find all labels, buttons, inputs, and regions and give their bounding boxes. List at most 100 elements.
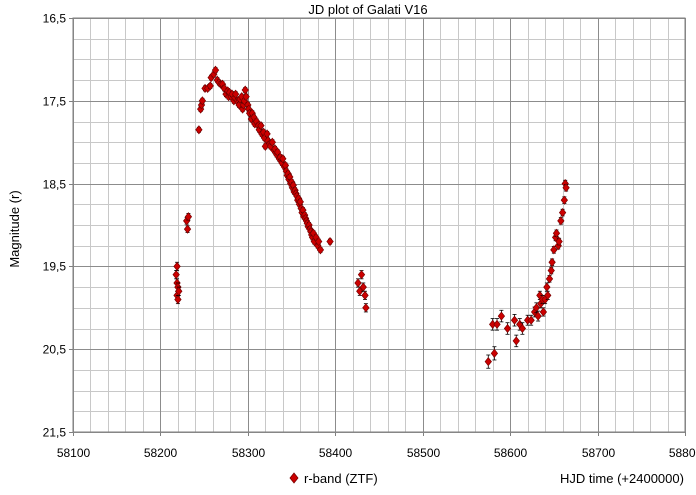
x-tick-label: 58200	[144, 446, 178, 460]
data-point-marker	[361, 290, 369, 300]
data-point	[557, 216, 565, 226]
x-tick-label: 58300	[232, 446, 266, 460]
data-point	[326, 236, 334, 247]
data-point	[361, 290, 369, 300]
x-axis-label: HJD time (+2400000)	[560, 471, 684, 486]
data-point	[362, 303, 370, 313]
data-point-marker	[512, 336, 520, 346]
data-point-marker	[279, 154, 287, 164]
data-point	[261, 141, 269, 151]
y-tick-label: 20,5	[43, 343, 67, 357]
data-point-marker	[257, 121, 265, 131]
legend-marker-diamond	[289, 472, 299, 484]
data-point	[490, 346, 499, 361]
data-point-marker	[490, 348, 499, 358]
data-point-marker	[552, 228, 561, 238]
data-point-marker	[484, 357, 492, 367]
data-point-marker	[493, 319, 501, 329]
data-point-marker	[539, 307, 548, 317]
data-point	[173, 261, 181, 271]
y-axis-label: Magnitude (r)	[7, 190, 22, 267]
data-point-marker	[555, 236, 563, 247]
data-point-marker	[184, 212, 193, 222]
data-point-marker	[547, 265, 555, 276]
data-point	[198, 96, 207, 106]
data-point-marker	[560, 195, 568, 205]
data-point	[560, 195, 568, 205]
data-point	[547, 265, 555, 276]
data-point	[184, 212, 193, 222]
data-point-marker	[326, 236, 334, 247]
data-point-marker	[562, 183, 570, 193]
y-axis-tick-labels: 16,5 17,5 18,5 19,5 20,5 21,5	[43, 12, 67, 440]
data-point-marker	[532, 303, 541, 313]
data-point	[493, 318, 501, 331]
data-point	[527, 314, 535, 326]
data-point-marker	[357, 270, 366, 280]
data-point-marker	[173, 261, 181, 271]
data-point	[555, 236, 563, 247]
data-point	[548, 257, 556, 267]
data-point	[558, 208, 567, 218]
data-point-marker	[206, 81, 214, 91]
y-tick-label: 17,5	[43, 95, 67, 109]
data-point	[315, 236, 323, 247]
data-point	[268, 137, 276, 147]
data-point-marker	[558, 208, 567, 218]
x-tick-label: 58100	[57, 446, 91, 460]
data-point-marker	[503, 323, 512, 334]
x-tick-label: 58800	[669, 446, 696, 460]
y-tick-label: 19,5	[43, 260, 67, 274]
data-point	[552, 228, 561, 238]
data-point	[534, 310, 542, 322]
data-point	[484, 354, 492, 369]
data-point	[550, 245, 558, 255]
data-point	[539, 307, 548, 317]
data-point-marker	[211, 65, 220, 75]
data-point	[512, 334, 520, 348]
data-point	[532, 302, 541, 314]
data-point	[257, 121, 265, 131]
data-point	[279, 154, 287, 164]
data-point-marker	[316, 245, 325, 255]
y-tick-label: 18,5	[43, 178, 67, 192]
data-point	[241, 85, 249, 95]
data-point-marker	[183, 224, 192, 234]
data-point	[231, 89, 240, 99]
legend: r-band (ZTF)	[289, 471, 378, 486]
data-point-marker	[362, 303, 370, 313]
data-series-r-band	[172, 65, 570, 369]
data-point	[309, 228, 318, 238]
data-point-marker	[175, 286, 183, 296]
x-axis-tick-labels: 58100 58200 58300 58400 58500 58600 58700 58800	[57, 446, 696, 460]
x-tick-label: 58700	[582, 446, 616, 460]
data-point	[562, 183, 570, 193]
data-point	[545, 274, 554, 284]
data-point-marker	[544, 290, 552, 300]
data-point-marker	[557, 216, 565, 226]
data-point-marker	[534, 311, 542, 321]
data-point-marker	[497, 311, 506, 321]
data-point-marker	[545, 274, 554, 284]
data-point	[518, 322, 527, 335]
x-tick-label: 58400	[319, 446, 353, 460]
data-point-marker	[242, 92, 250, 102]
minor-gridlines	[73, 18, 686, 433]
data-point-marker	[174, 294, 182, 305]
plot-area-frame	[72, 17, 686, 433]
data-point	[211, 65, 220, 75]
data-point	[316, 245, 325, 255]
data-point	[195, 125, 203, 135]
legend-entry-label: r-band (ZTF)	[304, 471, 378, 486]
data-point-marker	[548, 257, 556, 267]
data-point	[206, 81, 214, 91]
data-point	[357, 270, 366, 280]
y-tick-label: 16,5	[43, 12, 67, 26]
data-point-marker	[550, 245, 558, 255]
data-point	[183, 224, 192, 234]
data-point	[175, 286, 183, 296]
data-point	[510, 314, 519, 327]
data-point	[503, 322, 512, 335]
y-tick-label: 21,5	[43, 426, 67, 440]
